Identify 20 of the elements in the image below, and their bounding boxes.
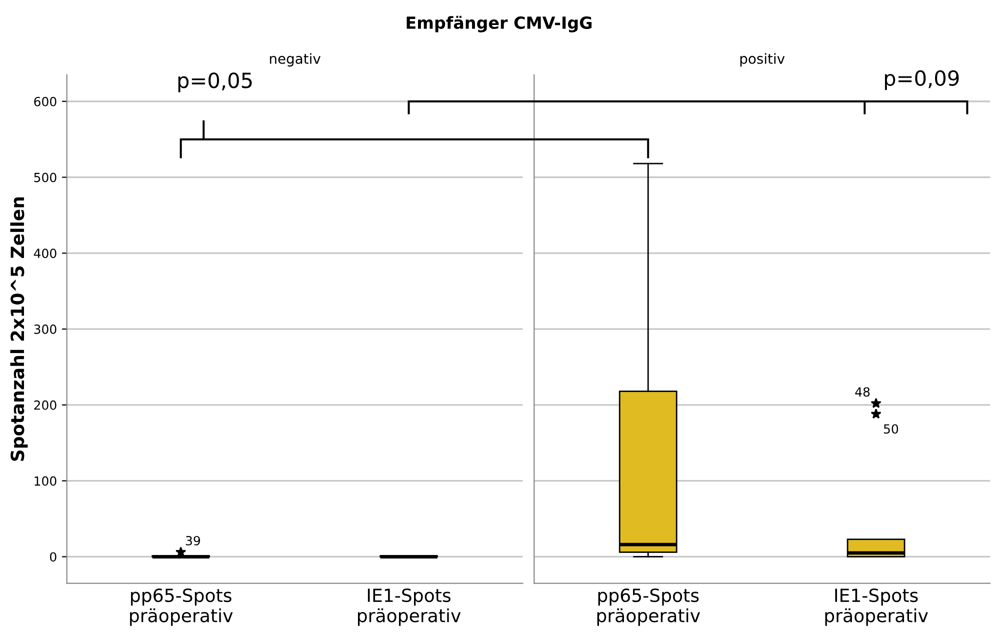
annotation: p=0,05 <box>178 72 252 92</box>
y-tick-label: 0 <box>50 552 56 562</box>
y-tick-label: 600 <box>34 96 56 106</box>
chart-subtitle: negativ <box>270 53 320 67</box>
y-tick-label: 300 <box>34 324 56 334</box>
y-tick-label: 500 <box>34 172 56 182</box>
x-tick-label: IE1-Spots präoperativ <box>825 588 928 626</box>
annotation: 39 <box>186 536 200 546</box>
x-tick-label: pp65-Spots präoperativ <box>130 588 233 626</box>
annotation: 50 <box>884 424 898 434</box>
chart-subtitle: positiv <box>740 53 785 67</box>
x-tick-label: pp65-Spots präoperativ <box>597 588 700 626</box>
annotation: p=0,09 <box>884 70 959 90</box>
y-tick-label: 200 <box>34 400 56 410</box>
y-tick-label: 100 <box>34 476 56 486</box>
y-tick-label: 400 <box>34 248 56 258</box>
chart-title: Empfänger CMV-IgG <box>406 16 592 32</box>
annotation: 48 <box>855 387 870 397</box>
x-tick-label: IE1-Spots präoperativ <box>358 588 461 626</box>
y-axis-title: Spotanzahl 2x10^5 Zellen <box>10 197 28 461</box>
